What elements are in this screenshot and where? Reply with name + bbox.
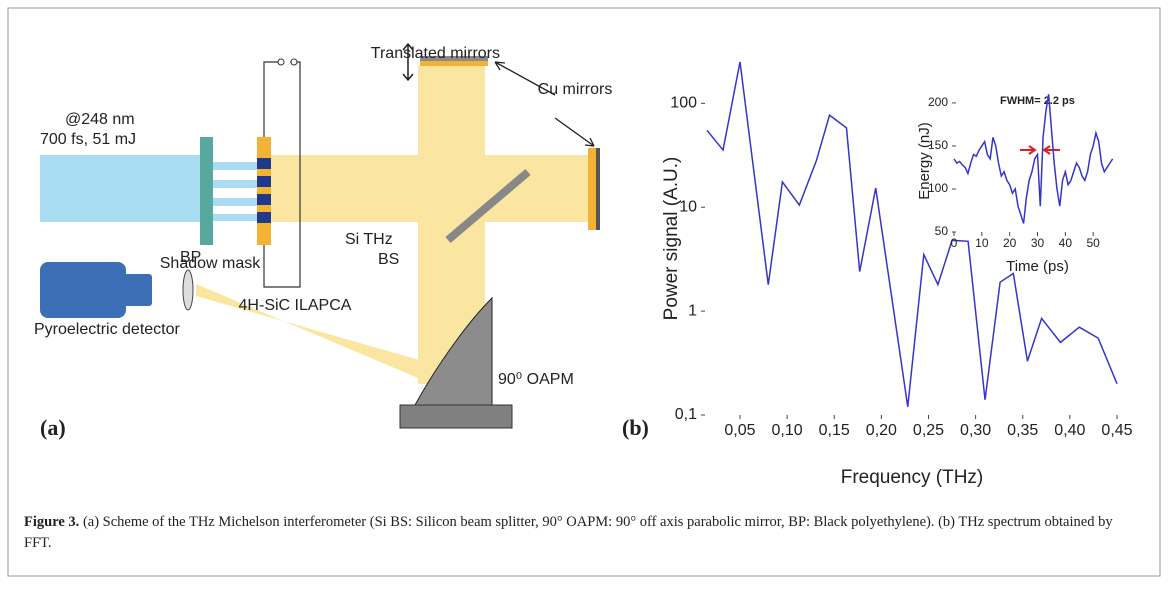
y-tick-label: 100 xyxy=(928,181,948,195)
data-line xyxy=(953,94,1114,224)
panel-label: (b) xyxy=(622,415,649,440)
y-tick-label: 100 xyxy=(670,95,697,112)
label: 90⁰ OAPM xyxy=(498,371,574,388)
x-tick-label: 0,20 xyxy=(866,422,897,439)
label: Pyroelectric detector xyxy=(34,321,181,338)
y-axis-label: Power signal (A.U.) xyxy=(661,157,682,321)
label: BP xyxy=(180,249,201,266)
panel-label: (a) xyxy=(40,415,66,440)
label: Si THz xyxy=(345,231,393,248)
data-line xyxy=(706,61,1118,407)
label: BS xyxy=(378,251,399,268)
annotation: FWHM= 2.2 ps xyxy=(1000,95,1075,107)
terminal xyxy=(290,58,298,66)
terminal xyxy=(277,58,285,66)
x-tick-label: 10 xyxy=(975,236,989,250)
label: 4H-SiC ILAPCA xyxy=(239,297,352,314)
bp-filter xyxy=(182,269,194,311)
y-tick-label: 150 xyxy=(928,138,948,152)
caption-label: Figure 3. xyxy=(24,514,80,530)
oapm-base xyxy=(399,404,513,429)
x-tick-label: 0 xyxy=(951,236,958,250)
y-tick-label: 0,1 xyxy=(675,406,697,423)
translation-arrow xyxy=(402,42,414,82)
beamlets xyxy=(213,162,257,221)
caption-text: (a) Scheme of the THz Michelson interfer… xyxy=(24,514,1113,551)
mirror-coating xyxy=(588,148,596,230)
mirror xyxy=(596,148,600,230)
mirror-coating xyxy=(420,61,488,66)
y-tick-label: 1 xyxy=(688,302,697,319)
electrodes xyxy=(257,158,271,223)
label: Cu mirrors xyxy=(538,81,613,98)
uv-beam xyxy=(40,155,202,222)
x-tick-label: 50 xyxy=(1086,236,1100,250)
x-tick-label: 0,10 xyxy=(772,422,803,439)
pointer-arrow xyxy=(554,117,595,147)
x-tick-label: 0,35 xyxy=(1007,422,1038,439)
figure-frame xyxy=(7,7,1161,577)
caption: Figure 3. (a) Scheme of the THz Michelso… xyxy=(24,512,1139,554)
x-tick-label: 30 xyxy=(1031,236,1045,250)
x-tick-label: 0,30 xyxy=(960,422,991,439)
label: Translated mirrors xyxy=(371,45,500,62)
detector-body xyxy=(40,262,126,318)
pointer-arrow xyxy=(494,61,556,96)
oapm xyxy=(414,296,493,406)
ilapca xyxy=(257,137,271,245)
x-tick-label: 20 xyxy=(1003,236,1017,250)
beam-splitter xyxy=(445,168,531,244)
y-tick-label: 10 xyxy=(679,198,697,215)
beam-horizontal xyxy=(271,155,589,222)
fwhm-arrows xyxy=(1020,145,1060,155)
x-axis-label: Frequency (THz) xyxy=(841,467,984,488)
mirror xyxy=(420,56,488,61)
x-tick-label: 0,15 xyxy=(819,422,850,439)
detector-head xyxy=(124,274,152,306)
x-tick-label: 0,25 xyxy=(913,422,944,439)
x-tick-label: 0,05 xyxy=(724,422,755,439)
y-tick-label: 50 xyxy=(935,224,949,238)
x-tick-label: 0,45 xyxy=(1101,422,1132,439)
x-tick-label: 0,40 xyxy=(1054,422,1085,439)
y-tick-label: 200 xyxy=(928,95,948,109)
shadow-mask xyxy=(200,137,213,245)
y-axis-label: Energy (nJ) xyxy=(916,122,933,200)
label: 700 fs, 51 mJ xyxy=(40,131,136,148)
diagram: Translated mirrors Cu mirrors @248 nm 70… xyxy=(34,42,613,440)
label: @248 nm xyxy=(65,111,135,128)
x-axis-label: Time (ps) xyxy=(1006,258,1069,275)
label: Shadow mask xyxy=(160,255,261,272)
x-tick-label: 40 xyxy=(1059,236,1073,250)
